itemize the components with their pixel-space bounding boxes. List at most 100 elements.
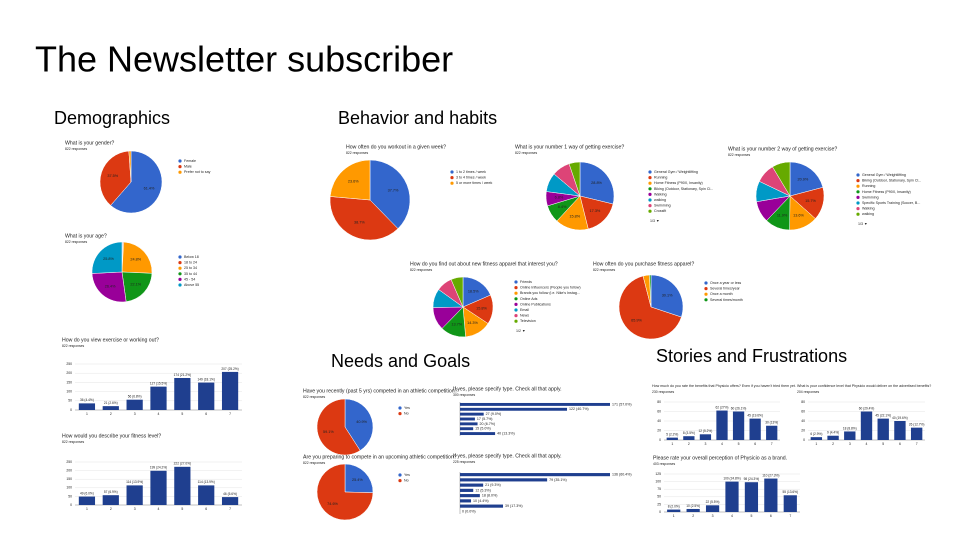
slice-label: 15.8% xyxy=(476,307,487,311)
legend-label: Online Ads xyxy=(520,297,538,301)
legend-swatch xyxy=(648,176,652,180)
bar xyxy=(827,435,839,440)
bar xyxy=(460,412,484,416)
y-tick-label: 250 xyxy=(66,460,72,464)
bar-label: 57 (6.9%) xyxy=(104,490,118,494)
x-tick-label: 2 xyxy=(688,442,690,446)
x-tick-label: 3 xyxy=(134,507,136,511)
legend-swatch xyxy=(514,286,518,290)
legend-label: Yes xyxy=(404,473,410,477)
legend-swatch xyxy=(450,176,454,180)
bar-label: 114 (13.9%) xyxy=(126,480,143,484)
bar xyxy=(460,494,480,498)
pie-slice xyxy=(316,463,374,521)
bar-label: 46 (5.6%) xyxy=(223,492,237,496)
legend-label: Television xyxy=(520,319,536,323)
bar xyxy=(460,483,484,487)
x-tick-label: 6 xyxy=(899,442,901,446)
pie-slice xyxy=(91,271,127,303)
legend-swatch xyxy=(648,198,652,202)
legend-swatch xyxy=(178,170,182,174)
chart-title: What is your age? xyxy=(65,233,107,239)
legend-label: 25 to 34 xyxy=(184,266,197,270)
bar-label: 60 (26.1%) xyxy=(731,406,747,410)
legend-pager: 1/2 ▼ xyxy=(516,329,526,333)
bar-label: 12 (5.3%) xyxy=(475,488,491,492)
x-tick-label: 7 xyxy=(229,412,231,416)
x-tick-label: 5 xyxy=(181,507,183,511)
slice-label: 17.3% xyxy=(590,209,601,213)
y-tick-label: 0 xyxy=(659,438,661,442)
section-heading: Needs and Goals xyxy=(331,351,470,371)
legend-label: General Gym / Weightlifting xyxy=(862,173,906,177)
pie-slice xyxy=(772,161,791,197)
bar-label: 122 (40.7%) xyxy=(569,407,589,411)
bar-label: 5 (2.2%) xyxy=(666,432,678,436)
chart-title: How often do you purchase fitness appare… xyxy=(593,261,694,267)
legend-label: walking xyxy=(862,212,874,216)
legend-label: Email xyxy=(520,308,529,312)
pie-slice xyxy=(121,241,153,274)
bar xyxy=(174,466,191,505)
slice-label: 25.8% xyxy=(103,257,114,261)
x-tick-label: 3 xyxy=(134,412,136,416)
pie-slice xyxy=(329,159,371,201)
legend-label: Running xyxy=(654,176,667,180)
legend-pager: 1/3 ▼ xyxy=(858,222,868,226)
bar xyxy=(460,473,610,477)
bar-label: 127 (15.5%) xyxy=(150,381,167,385)
bar xyxy=(126,485,143,505)
bar xyxy=(716,410,728,440)
bar xyxy=(860,411,873,440)
x-tick-label: 7 xyxy=(789,514,791,518)
chart-subtitle: 225 responses xyxy=(453,460,476,464)
bar-label: 56 (6.8%) xyxy=(128,395,142,399)
bar-label: 62 (27%) xyxy=(716,405,729,409)
bar-label: 18 (8.8%) xyxy=(843,426,857,430)
bar xyxy=(686,508,700,512)
legend-swatch xyxy=(514,302,518,306)
legend-swatch xyxy=(514,314,518,318)
chart-subtitle: 204 responses xyxy=(797,390,820,394)
legend-swatch xyxy=(856,201,860,205)
bar xyxy=(198,485,215,505)
legend-swatch xyxy=(514,280,518,284)
chart-subtitle: 822 responses xyxy=(303,395,326,399)
slice-label: 18.5% xyxy=(468,289,479,293)
bar xyxy=(910,427,923,440)
bar xyxy=(460,407,568,411)
legend-swatch xyxy=(178,283,182,287)
bar-label: 22 (5.5%) xyxy=(706,500,720,504)
bar-label: 79 (35.1%) xyxy=(549,478,567,482)
bar xyxy=(460,504,504,508)
legend-swatch xyxy=(648,181,652,185)
pie-slice xyxy=(369,159,411,229)
chart-subtitle: 230 responses xyxy=(652,390,675,394)
y-tick-label: 50 xyxy=(657,495,661,499)
chart-subtitle: 822 responses xyxy=(410,268,433,272)
bar xyxy=(78,403,96,410)
chart-subtitle: 822 responses xyxy=(62,344,85,348)
bar-label: 98 (24.3%) xyxy=(744,477,760,481)
y-tick-label: 150 xyxy=(66,477,72,481)
pie-slice xyxy=(91,241,123,274)
slice-label: 13.6% xyxy=(793,213,804,217)
slice-label: 6.8% xyxy=(555,196,564,200)
legend-swatch xyxy=(856,179,860,183)
chart-title: How do you view exercise or working out? xyxy=(62,337,159,343)
chart-title: How do you find out about new fitness ap… xyxy=(410,261,558,267)
bar-label: 26 (12.7%) xyxy=(909,422,925,426)
x-tick-label: 4 xyxy=(158,507,160,511)
slice-label: 65.9% xyxy=(631,319,642,323)
chart-title: What is your number 2 way of getting exe… xyxy=(728,146,837,152)
bar-label: 8 (2.0%) xyxy=(668,504,680,508)
bar xyxy=(460,488,474,492)
x-tick-label: 1 xyxy=(86,507,88,511)
x-tick-label: 1 xyxy=(815,442,817,446)
legend-label: 1 to 2 times / week xyxy=(456,170,486,174)
legend-label: 3 to 4 times / week xyxy=(456,176,486,180)
bar xyxy=(705,505,720,512)
bar xyxy=(783,495,797,512)
bar-label: 207 (25.2%) xyxy=(221,367,238,371)
legend-label: Below 18 xyxy=(184,255,199,259)
